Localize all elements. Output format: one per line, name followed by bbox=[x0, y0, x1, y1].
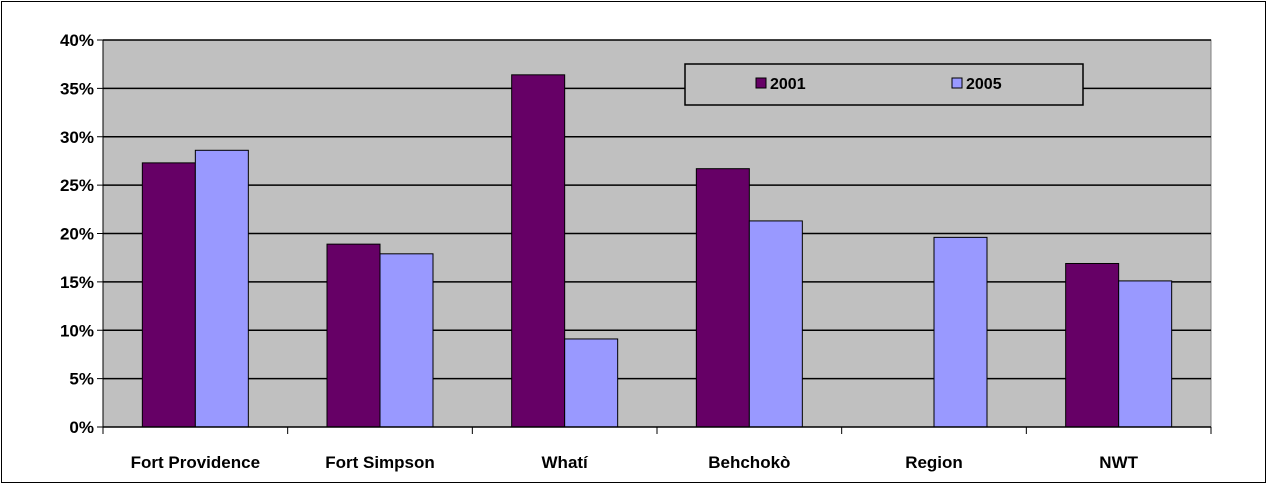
x-category-label: Whatí bbox=[542, 453, 590, 472]
bar-2005 bbox=[194, 149, 249, 428]
bar-2005 bbox=[1118, 280, 1173, 428]
legend-swatch-2001 bbox=[755, 77, 767, 89]
bar-2001 bbox=[141, 162, 196, 428]
bar-2005 bbox=[379, 253, 434, 428]
bar-2005 bbox=[933, 236, 988, 428]
legend-box bbox=[684, 63, 1084, 106]
legend-label-2005: 2005 bbox=[966, 76, 1002, 93]
bar-2001 bbox=[1065, 262, 1120, 428]
x-category-label: Fort Simpson bbox=[325, 453, 435, 472]
legend-swatch-2005 bbox=[951, 77, 963, 89]
bar-2001 bbox=[326, 243, 381, 428]
x-category-label: Behchokò bbox=[708, 453, 790, 472]
x-category-label: NWT bbox=[1099, 453, 1138, 472]
y-tick-label: 40% bbox=[60, 31, 94, 50]
y-tick-label: 25% bbox=[60, 176, 94, 195]
y-tick-label: 35% bbox=[60, 79, 94, 98]
y-tick-label: 20% bbox=[60, 225, 94, 244]
y-tick-label: 30% bbox=[60, 128, 94, 147]
y-tick-label: 10% bbox=[60, 321, 94, 340]
x-category-label: Region bbox=[905, 453, 963, 472]
legend-label-2001: 2001 bbox=[770, 76, 806, 93]
y-tick-label: 15% bbox=[60, 273, 94, 292]
x-category-label: Fort Providence bbox=[131, 453, 260, 472]
legend: 2001 2005 bbox=[684, 63, 1084, 106]
y-tick-label: 5% bbox=[69, 370, 94, 389]
y-tick-label: 0% bbox=[69, 418, 94, 437]
bar-2001 bbox=[695, 168, 750, 428]
bar-2005 bbox=[564, 338, 619, 428]
bar-2001 bbox=[511, 74, 566, 428]
bar-2005 bbox=[748, 220, 803, 428]
